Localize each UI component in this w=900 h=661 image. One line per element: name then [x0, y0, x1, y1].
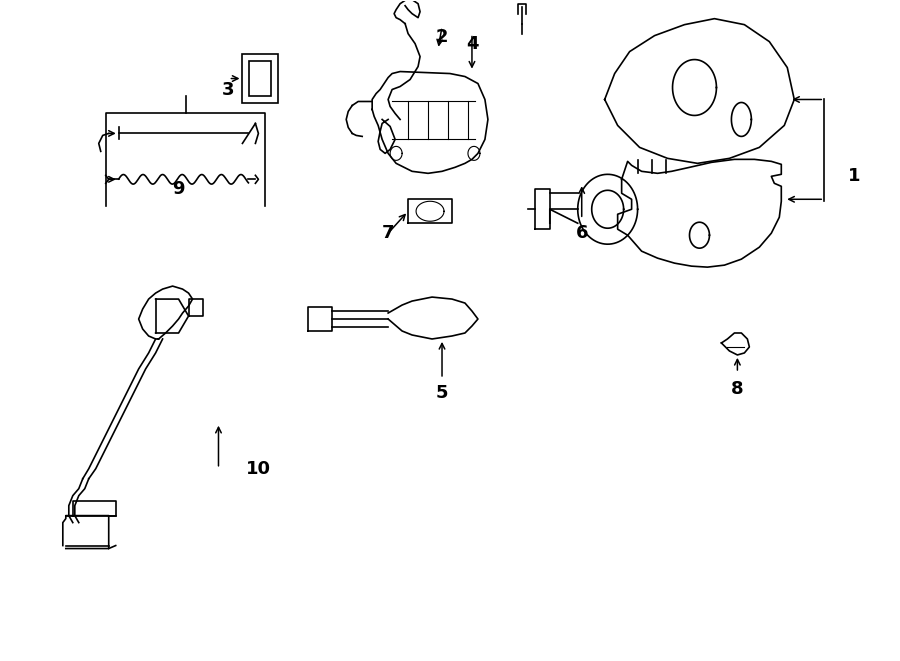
Text: 1: 1 — [848, 167, 860, 185]
Text: 2: 2 — [436, 28, 448, 46]
Text: 10: 10 — [246, 459, 271, 478]
Text: 5: 5 — [436, 384, 448, 402]
Text: 8: 8 — [731, 380, 743, 398]
Text: 7: 7 — [382, 224, 394, 242]
Bar — [242, 54, 278, 104]
Text: 3: 3 — [222, 81, 235, 98]
Text: 4: 4 — [465, 34, 478, 53]
Text: 9: 9 — [172, 180, 184, 198]
Bar — [249, 61, 272, 97]
Text: 6: 6 — [575, 224, 588, 242]
